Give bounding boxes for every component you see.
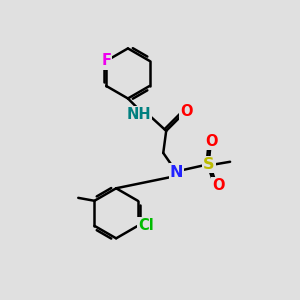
Text: O: O	[212, 178, 225, 193]
Text: N: N	[170, 165, 183, 180]
Text: F: F	[101, 53, 111, 68]
Text: O: O	[206, 134, 218, 149]
Text: S: S	[203, 157, 214, 172]
Text: Cl: Cl	[138, 218, 154, 233]
Text: NH: NH	[127, 107, 151, 122]
Text: O: O	[181, 104, 193, 119]
